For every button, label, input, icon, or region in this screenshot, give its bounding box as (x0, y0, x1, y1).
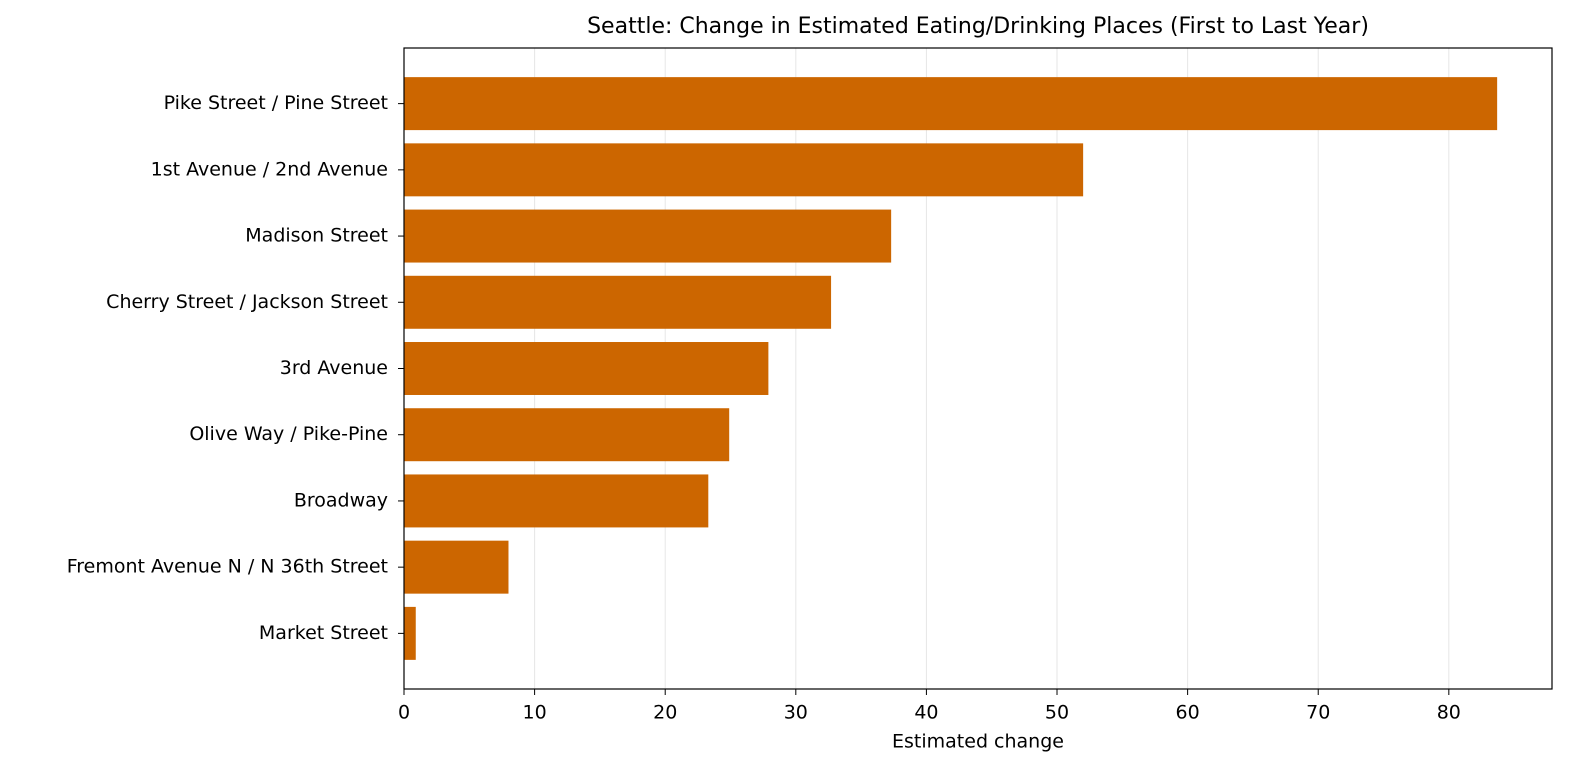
y-tick-label: 3rd Avenue (280, 357, 388, 379)
y-tick-label: Fremont Avenue N / N 36th Street (67, 556, 388, 578)
bar (404, 342, 769, 395)
y-tick-label: Pike Street / Pine Street (164, 92, 388, 114)
x-tick-label: 50 (1045, 702, 1069, 724)
bar (404, 77, 1498, 131)
bar (404, 143, 1084, 197)
bar (404, 275, 832, 329)
x-axis-label: Estimated change (892, 731, 1064, 753)
x-tick-label: 10 (523, 702, 547, 724)
bar (404, 408, 730, 462)
x-tick-label: 80 (1437, 702, 1461, 724)
bar (404, 606, 416, 660)
x-tick-label: 60 (1176, 702, 1200, 724)
x-tick-label: 0 (398, 702, 410, 724)
x-tick-label: 20 (653, 702, 677, 724)
y-tick-label: 1st Avenue / 2nd Avenue (151, 158, 388, 180)
bar (404, 209, 892, 263)
y-tick-label: Cherry Street / Jackson Street (106, 291, 388, 313)
plot-frame (403, 47, 1553, 690)
y-tick-label: Madison Street (245, 225, 388, 247)
y-tick-label: Market Street (259, 622, 388, 644)
bar (404, 474, 709, 528)
x-tick-label: 70 (1306, 702, 1330, 724)
bar (404, 540, 509, 594)
chart-title: Seattle: Change in Estimated Eating/Drin… (587, 14, 1369, 39)
y-tick-label: Broadway (294, 489, 388, 511)
x-tick-label: 30 (784, 702, 808, 724)
y-tick-label: Olive Way / Pike-Pine (189, 423, 388, 445)
x-tick-label: 40 (914, 702, 938, 724)
